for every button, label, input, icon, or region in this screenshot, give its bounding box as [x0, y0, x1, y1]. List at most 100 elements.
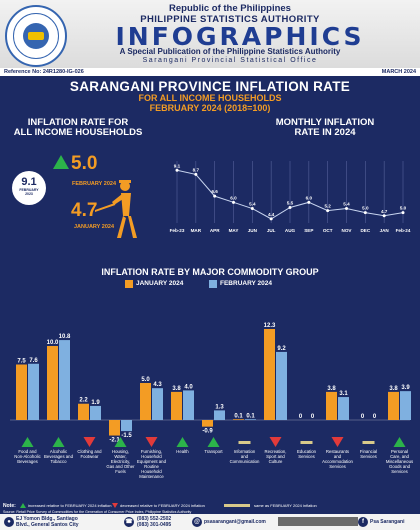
issue-month: MARCH 2024 [381, 69, 416, 75]
footer-email[interactable]: psasarangani@gmail.com [204, 519, 266, 525]
bar-data-label: 3.1 [339, 391, 348, 397]
monthly-inflation-line-chart: Feb-23 MAR APR MAY JUN JUL AUG SEP OCT NOV DEC JAN F… [170, 161, 411, 233]
bar-data-label: -1.5 [121, 433, 132, 439]
line-x-tick-label: JAN [380, 228, 390, 233]
bar-data-label: 3.8 [327, 386, 336, 392]
feb-2023-label-month: FEBRUARY [19, 188, 39, 192]
line-point [382, 214, 386, 218]
commodity-section-title: INFLATION RATE BY MAJOR COMMODITY GROUP [101, 267, 319, 277]
line-data-label: 5.4 [249, 202, 256, 207]
bar-feb [245, 419, 256, 420]
note-up-arrow-icon [20, 503, 26, 508]
bar-feb [400, 391, 411, 420]
line-data-label: 9.1 [174, 163, 181, 168]
bar-jan [171, 391, 182, 420]
line-point [401, 211, 405, 215]
line-data-label: 5.0 [400, 206, 407, 211]
line-data-label: 6.6 [211, 189, 218, 194]
bar-category-label: Transport [204, 449, 223, 454]
feb-2023-badge: 9.1 FEBRUARY 2023 [12, 171, 46, 205]
bar-data-label: 7.6 [29, 358, 38, 364]
legend-label-feb: FEBRUARY 2024 [220, 280, 273, 287]
bar-data-label: 1.3 [215, 404, 224, 410]
bar-category-label: Furnishing, Household Equipment and Routine… [137, 449, 167, 479]
bar-data-label: 3.8 [172, 386, 181, 392]
footer-address: EJ Yomon Bldg., Santiago Blvd., General … [16, 516, 79, 528]
line-x-tick-label: Feb-24 [396, 228, 411, 233]
line-x-tick-label: OCT [323, 228, 333, 233]
bar-data-label: 0 [299, 414, 303, 420]
legend-label-jan: JANUARY 2024 [136, 280, 184, 287]
page-title: SARANGANI PROVINCE INFLATION RATE [69, 79, 351, 94]
line-point [363, 211, 367, 215]
bar-data-label: 1.9 [91, 400, 100, 406]
line-x-tick-label: AUG [285, 228, 296, 233]
line-point [194, 172, 198, 176]
line-data-label: 5.4 [343, 202, 350, 207]
worker-pushing-arrow-icon [95, 180, 137, 238]
note-down-text: decreased relative to FEBRUARY 2024 infl… [120, 503, 205, 508]
monthly-title-line-2: RATE IN 2024 [294, 127, 356, 138]
line-x-tick-label: APR [210, 228, 220, 233]
logo-core [23, 23, 49, 49]
special-publication-label: A Special Publication of the Philippine … [119, 47, 341, 56]
bar-data-label: 10.8 [59, 334, 71, 340]
bar-data-label: 3.9 [401, 385, 410, 391]
headline-title-line-2: ALL INCOME HOUSEHOLDS [13, 127, 143, 138]
bar-data-label: 5.0 [141, 377, 150, 383]
line-data-label: 5.5 [287, 201, 294, 206]
address-line-1: EJ Yomon Bldg., Santiago [16, 516, 78, 522]
line-data-label: 4.4 [268, 212, 275, 217]
phone-line-2: (083) 301-0495 [137, 522, 172, 528]
footer-facebook[interactable]: Psa Sarangani [370, 519, 405, 525]
bar-category-label: Information and Communication [230, 449, 260, 464]
line-data-label: 5.2 [324, 204, 331, 209]
line-point [326, 209, 330, 213]
line-data-label: 8.7 [193, 167, 200, 172]
page-subtitle: FOR ALL INCOME HOUSEHOLDS FEBRUARY 2024 … [0, 93, 420, 113]
email-icon: @ [192, 517, 202, 527]
bar-data-label: -0.9 [202, 429, 213, 435]
bar-jan [388, 391, 399, 420]
bar-data-label: 2.2 [79, 398, 88, 404]
bar-data-label: 0 [373, 414, 377, 420]
increase-arrow-icon [53, 155, 69, 169]
bar-category-label: Personal Care, and Miscellaneous Goods and S… [386, 449, 413, 474]
bar-data-label: 0 [311, 414, 315, 420]
bar-category-label: Health [176, 449, 189, 454]
line-point [345, 207, 348, 211]
monthly-section-title: MONTHLY INFLATION RATE IN 2024 [240, 118, 410, 138]
bar-jan [16, 364, 27, 420]
psa-logo-icon [5, 5, 67, 67]
direction-down-arrow-icon [331, 437, 344, 447]
feb-2024-label: FEBRUARY 2024 [71, 181, 117, 187]
line-data-label: 4.7 [381, 209, 388, 214]
line-data-label: 5.0 [362, 206, 369, 211]
footer: ● EJ Yomon Bldg., Santiago Blvd., Genera… [0, 514, 420, 530]
address-line-2: Blvd., General Santos City [16, 522, 79, 528]
phone-line-1: (083) 552-2502 [137, 516, 172, 522]
bar-category-label: Clothing and Footwear [77, 449, 102, 459]
direction-same-icon [362, 441, 375, 444]
bar-data-label: 0.1 [246, 413, 255, 419]
bar-category-label: Restaurants and Accommodation Services [322, 449, 353, 469]
legend-swatch-jan [125, 280, 133, 288]
bar-category-label: Education Services [297, 449, 317, 459]
office-label: Sarangani Provincial Statistical Office [142, 57, 318, 64]
line-point [307, 200, 311, 204]
source-note: Source: Retail Price Survey of Commoditi… [3, 510, 192, 514]
direction-down-arrow-icon [145, 437, 158, 447]
header: Republic of the Philippines PHILIPPINE S… [0, 0, 420, 68]
bar-data-label: 10.0 [47, 340, 59, 346]
reference-bar: Reference No: 24R1280-IG-026 MARCH 2024 [0, 68, 420, 76]
bar-feb [152, 388, 163, 420]
note-label: Note: [3, 503, 16, 509]
feb-2024-value: 5.0 [71, 153, 98, 174]
line-data-label: 6.0 [230, 195, 237, 200]
direction-up-arrow-icon [114, 437, 127, 447]
bar-jan [78, 403, 89, 420]
notes-legend: Note: increased relative to FEBRUARY 202… [0, 502, 420, 510]
line-x-tick-label: JUL [267, 228, 276, 233]
subtitle-line-2: FEBRUARY 2024 (2018=100) [149, 103, 271, 113]
subtitle-line-1: FOR ALL INCOME HOUSEHOLDS [138, 93, 282, 103]
